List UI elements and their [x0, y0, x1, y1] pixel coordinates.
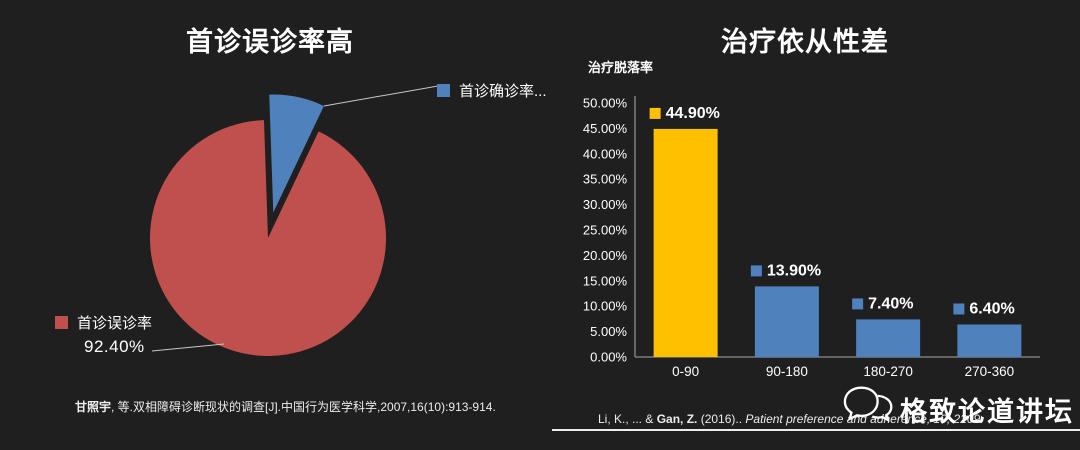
bar-chart-title: 治疗依从性差 [721, 27, 889, 57]
x-tick-label: 90-180 [766, 364, 808, 379]
bar-marker [852, 298, 864, 310]
watermark-text: 格致论道讲坛 [900, 397, 1074, 427]
pie-legend-confirmed-label: 首诊确诊率... [459, 83, 547, 100]
pie-leader-line [323, 85, 439, 107]
speech-bubbles-icon [843, 386, 893, 423]
bar-0-90 [653, 128, 718, 357]
bar-marker [750, 265, 762, 277]
y-tick-label: 50.00% [583, 96, 628, 111]
bar-180-270 [856, 319, 921, 357]
pie-legend-confirmed: 首诊确诊率... [437, 80, 547, 101]
citation-left-author: 甘照宇 [75, 400, 112, 414]
bar-90-180 [754, 286, 819, 357]
legend-swatch-misdiagnosis [55, 316, 68, 329]
citation-right-author: Gan, Z. [656, 412, 698, 426]
bar-marker [649, 107, 661, 119]
y-tick-label: 5.00% [590, 324, 627, 339]
pie-slice-1 [269, 94, 324, 213]
y-tick-label: 20.00% [583, 248, 628, 263]
y-tick-label: 0.00% [590, 350, 627, 365]
x-tick-label: 180-270 [863, 364, 913, 379]
y-tick-label: 40.00% [583, 146, 628, 161]
bar-value-label: 7.40% [868, 295, 913, 312]
pie-slice-0 [149, 120, 386, 356]
citation-right-journal: Patient preference and adherence, 10, 22… [745, 412, 984, 426]
x-tick-label: 270-360 [965, 364, 1015, 379]
y-tick-label: 45.00% [583, 121, 628, 136]
footer-divider [552, 429, 1080, 431]
pie-legend-misdiagnosis-label: 首诊误诊率 [77, 315, 153, 332]
citation-left-text: , 等.双相障碍诊断现状的调查[J].中国行为医学科学,2007,16(10):… [111, 400, 496, 414]
y-tick-label: 15.00% [583, 273, 628, 288]
citation-right-pre: Li, K., ... & [598, 412, 657, 426]
bar-value-label: 44.90% [666, 105, 720, 122]
citation-right-mid: (2016).. [697, 412, 746, 426]
watermark: 格致论道讲坛 [842, 384, 1074, 426]
pie-legend-misdiagnosis: 首诊误诊率 [55, 312, 152, 333]
y-tick-label: 25.00% [583, 223, 628, 238]
pie-chart [149, 85, 439, 356]
x-tick-label: 0-90 [672, 364, 699, 379]
y-tick-label: 30.00% [583, 197, 628, 212]
legend-swatch-confirmed [437, 84, 450, 97]
pie-chart-title: 首诊误诊率高 [186, 27, 354, 57]
bar-chart: 0.00% 5.00% 10.00% 15.00% 20.00% 25.00% 30.00%… [583, 96, 1040, 379]
pie-data-label: 92.40% [84, 337, 145, 356]
y-tick-label: 10.00% [583, 299, 628, 314]
citation-right: Li, K., ... & Gan, Z. (2016).. Patient p… [598, 412, 984, 426]
citation-left: 甘照宇, 等.双相障碍诊断现状的调查[J].中国行为医学科学,2007,16(1… [75, 398, 496, 415]
y-tick-label: 35.00% [583, 172, 628, 187]
bar-value-label: 13.90% [767, 262, 821, 279]
bar-value-label: 6.40% [969, 300, 1014, 317]
bar-270-360 [957, 324, 1022, 357]
bar-y-axis-title: 治疗脱落率 [588, 60, 654, 75]
pie-label-leader-line [151, 343, 225, 352]
bar-marker [953, 303, 965, 315]
